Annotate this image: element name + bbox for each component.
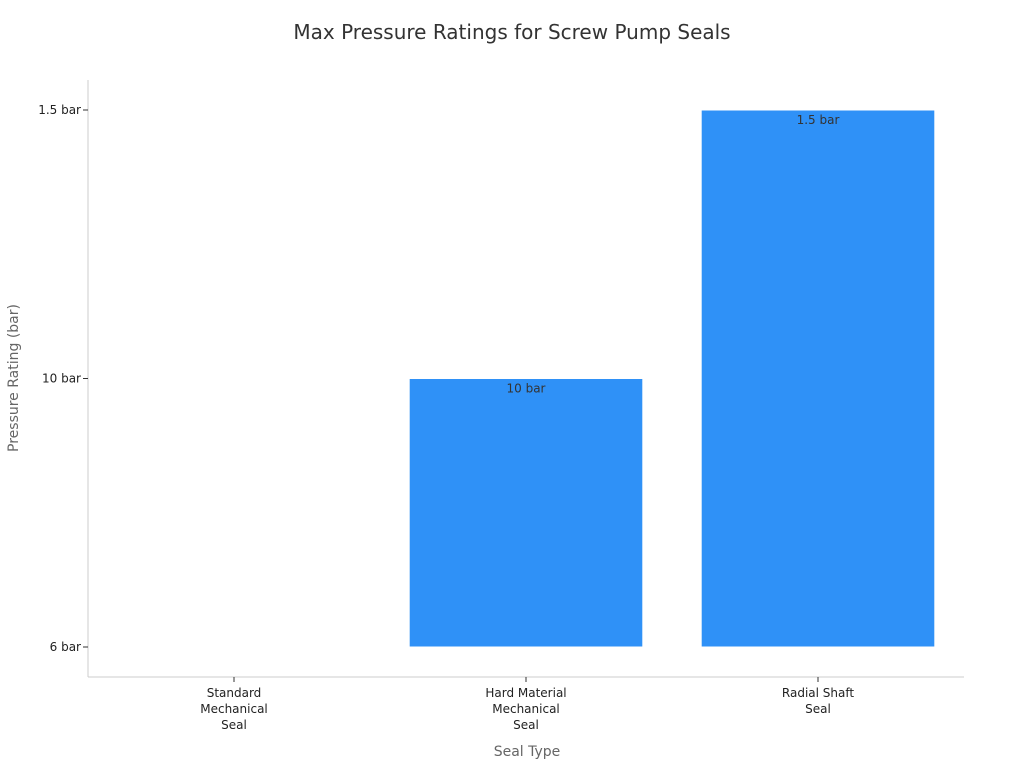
x-tick-label: Radial Shaft Seal [782,686,854,716]
chart-title: Max Pressure Ratings for Screw Pump Seal… [293,20,731,44]
y-tick-label: 1.5 bar [38,103,81,117]
bars [408,109,936,648]
x-axis-title: Seal Type [494,744,561,760]
bar-data-label: 10 bar [507,382,546,396]
data-labels: 10 bar 1.5 bar [507,113,840,396]
x-tick-label: Standard Mechanical Seal [200,686,268,732]
x-tick-label: Hard Material Mechanical Seal [485,686,566,732]
y-axis-title: Pressure Rating (bar) [6,304,22,452]
bar [700,109,936,648]
axes: 6 bar 10 bar 1.5 bar Standard Mechanical Seal… [38,80,964,732]
y-tick-label: 6 bar [50,640,81,654]
bar-data-label: 1.5 bar [797,113,840,127]
bar [408,378,644,648]
y-tick-label: 10 bar [42,372,81,386]
